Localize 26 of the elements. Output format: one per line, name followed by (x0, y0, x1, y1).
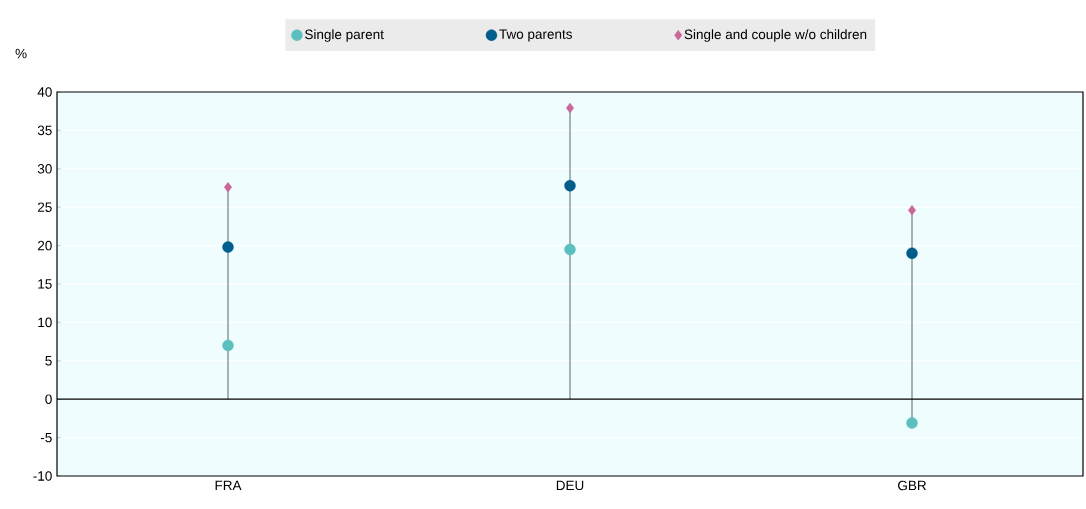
x-tick-label: GBR (898, 480, 926, 491)
legend-label: Two parents (499, 29, 572, 42)
y-tick-label: -10 (33, 471, 52, 481)
y-axis-title: % (15, 48, 27, 59)
point (224, 182, 232, 193)
x-tick-label: FRA (215, 480, 242, 490)
point (908, 205, 916, 216)
y-tick-label: 0 (45, 394, 52, 404)
y-tick-label: 10 (38, 317, 52, 328)
y-tick-label: 5 (45, 356, 52, 366)
point (906, 417, 918, 429)
y-tick-label: -5 (40, 432, 52, 443)
legend-label: Single parent (305, 29, 384, 42)
y-tick-label: 20 (37, 240, 52, 251)
x-tick-label: DEU (556, 480, 584, 491)
y-tick-label: 30 (37, 164, 52, 174)
point (222, 241, 234, 253)
y-tick-label: 40 (37, 87, 52, 97)
point (564, 179, 576, 192)
y-tick-label: 25 (37, 202, 52, 212)
point (906, 247, 918, 259)
point (222, 339, 234, 352)
point (564, 243, 576, 256)
y-tick-label: 15 (38, 279, 52, 289)
legend-label: Single and couple w/o children (684, 29, 867, 42)
y-tick-label: 35 (37, 125, 52, 136)
